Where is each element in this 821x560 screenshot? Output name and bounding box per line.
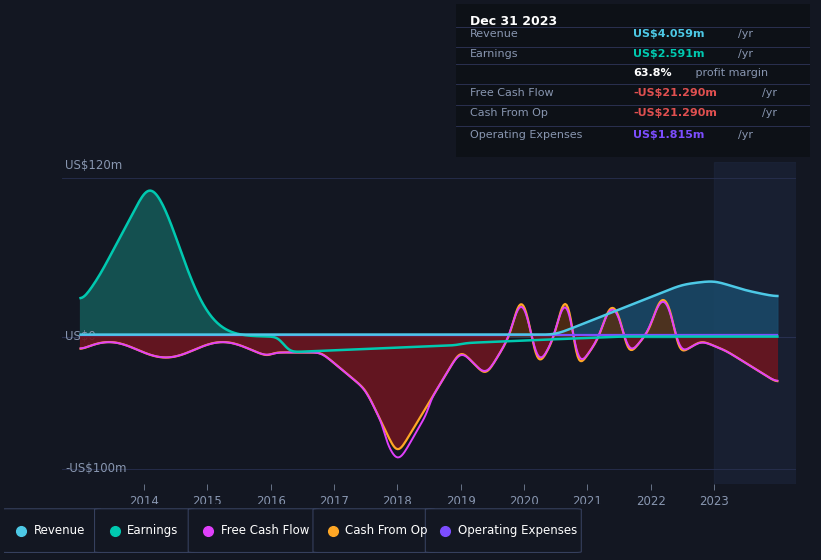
Text: Operating Expenses: Operating Expenses <box>470 130 582 141</box>
Text: Cash From Op: Cash From Op <box>346 524 428 537</box>
Text: Free Cash Flow: Free Cash Flow <box>221 524 309 537</box>
Text: profit margin: profit margin <box>691 68 768 78</box>
Text: US$120m: US$120m <box>65 159 122 172</box>
Text: Revenue: Revenue <box>470 29 519 39</box>
FancyBboxPatch shape <box>188 509 319 552</box>
FancyBboxPatch shape <box>94 509 195 552</box>
FancyBboxPatch shape <box>313 509 434 552</box>
Text: /yr: /yr <box>738 49 754 59</box>
Text: /yr: /yr <box>762 88 777 98</box>
Text: US$2.591m: US$2.591m <box>633 49 704 59</box>
Text: /yr: /yr <box>762 109 777 118</box>
Text: 63.8%: 63.8% <box>633 68 672 78</box>
Text: -US$21.290m: -US$21.290m <box>633 88 717 98</box>
Text: Dec 31 2023: Dec 31 2023 <box>470 15 557 28</box>
Text: /yr: /yr <box>738 29 754 39</box>
Text: Earnings: Earnings <box>470 49 518 59</box>
FancyBboxPatch shape <box>1 509 101 552</box>
Text: Cash From Op: Cash From Op <box>470 109 548 118</box>
Text: Earnings: Earnings <box>127 524 178 537</box>
Text: US$1.815m: US$1.815m <box>633 130 704 141</box>
Text: US$4.059m: US$4.059m <box>633 29 704 39</box>
Text: Revenue: Revenue <box>34 524 85 537</box>
Text: -US$21.290m: -US$21.290m <box>633 109 717 118</box>
Text: Free Cash Flow: Free Cash Flow <box>470 88 553 98</box>
FancyBboxPatch shape <box>425 509 581 552</box>
Text: US$0: US$0 <box>65 330 96 343</box>
Text: /yr: /yr <box>738 130 754 141</box>
Text: -US$100m: -US$100m <box>65 462 126 475</box>
Text: Operating Expenses: Operating Expenses <box>458 524 577 537</box>
Bar <box>714 162 796 484</box>
